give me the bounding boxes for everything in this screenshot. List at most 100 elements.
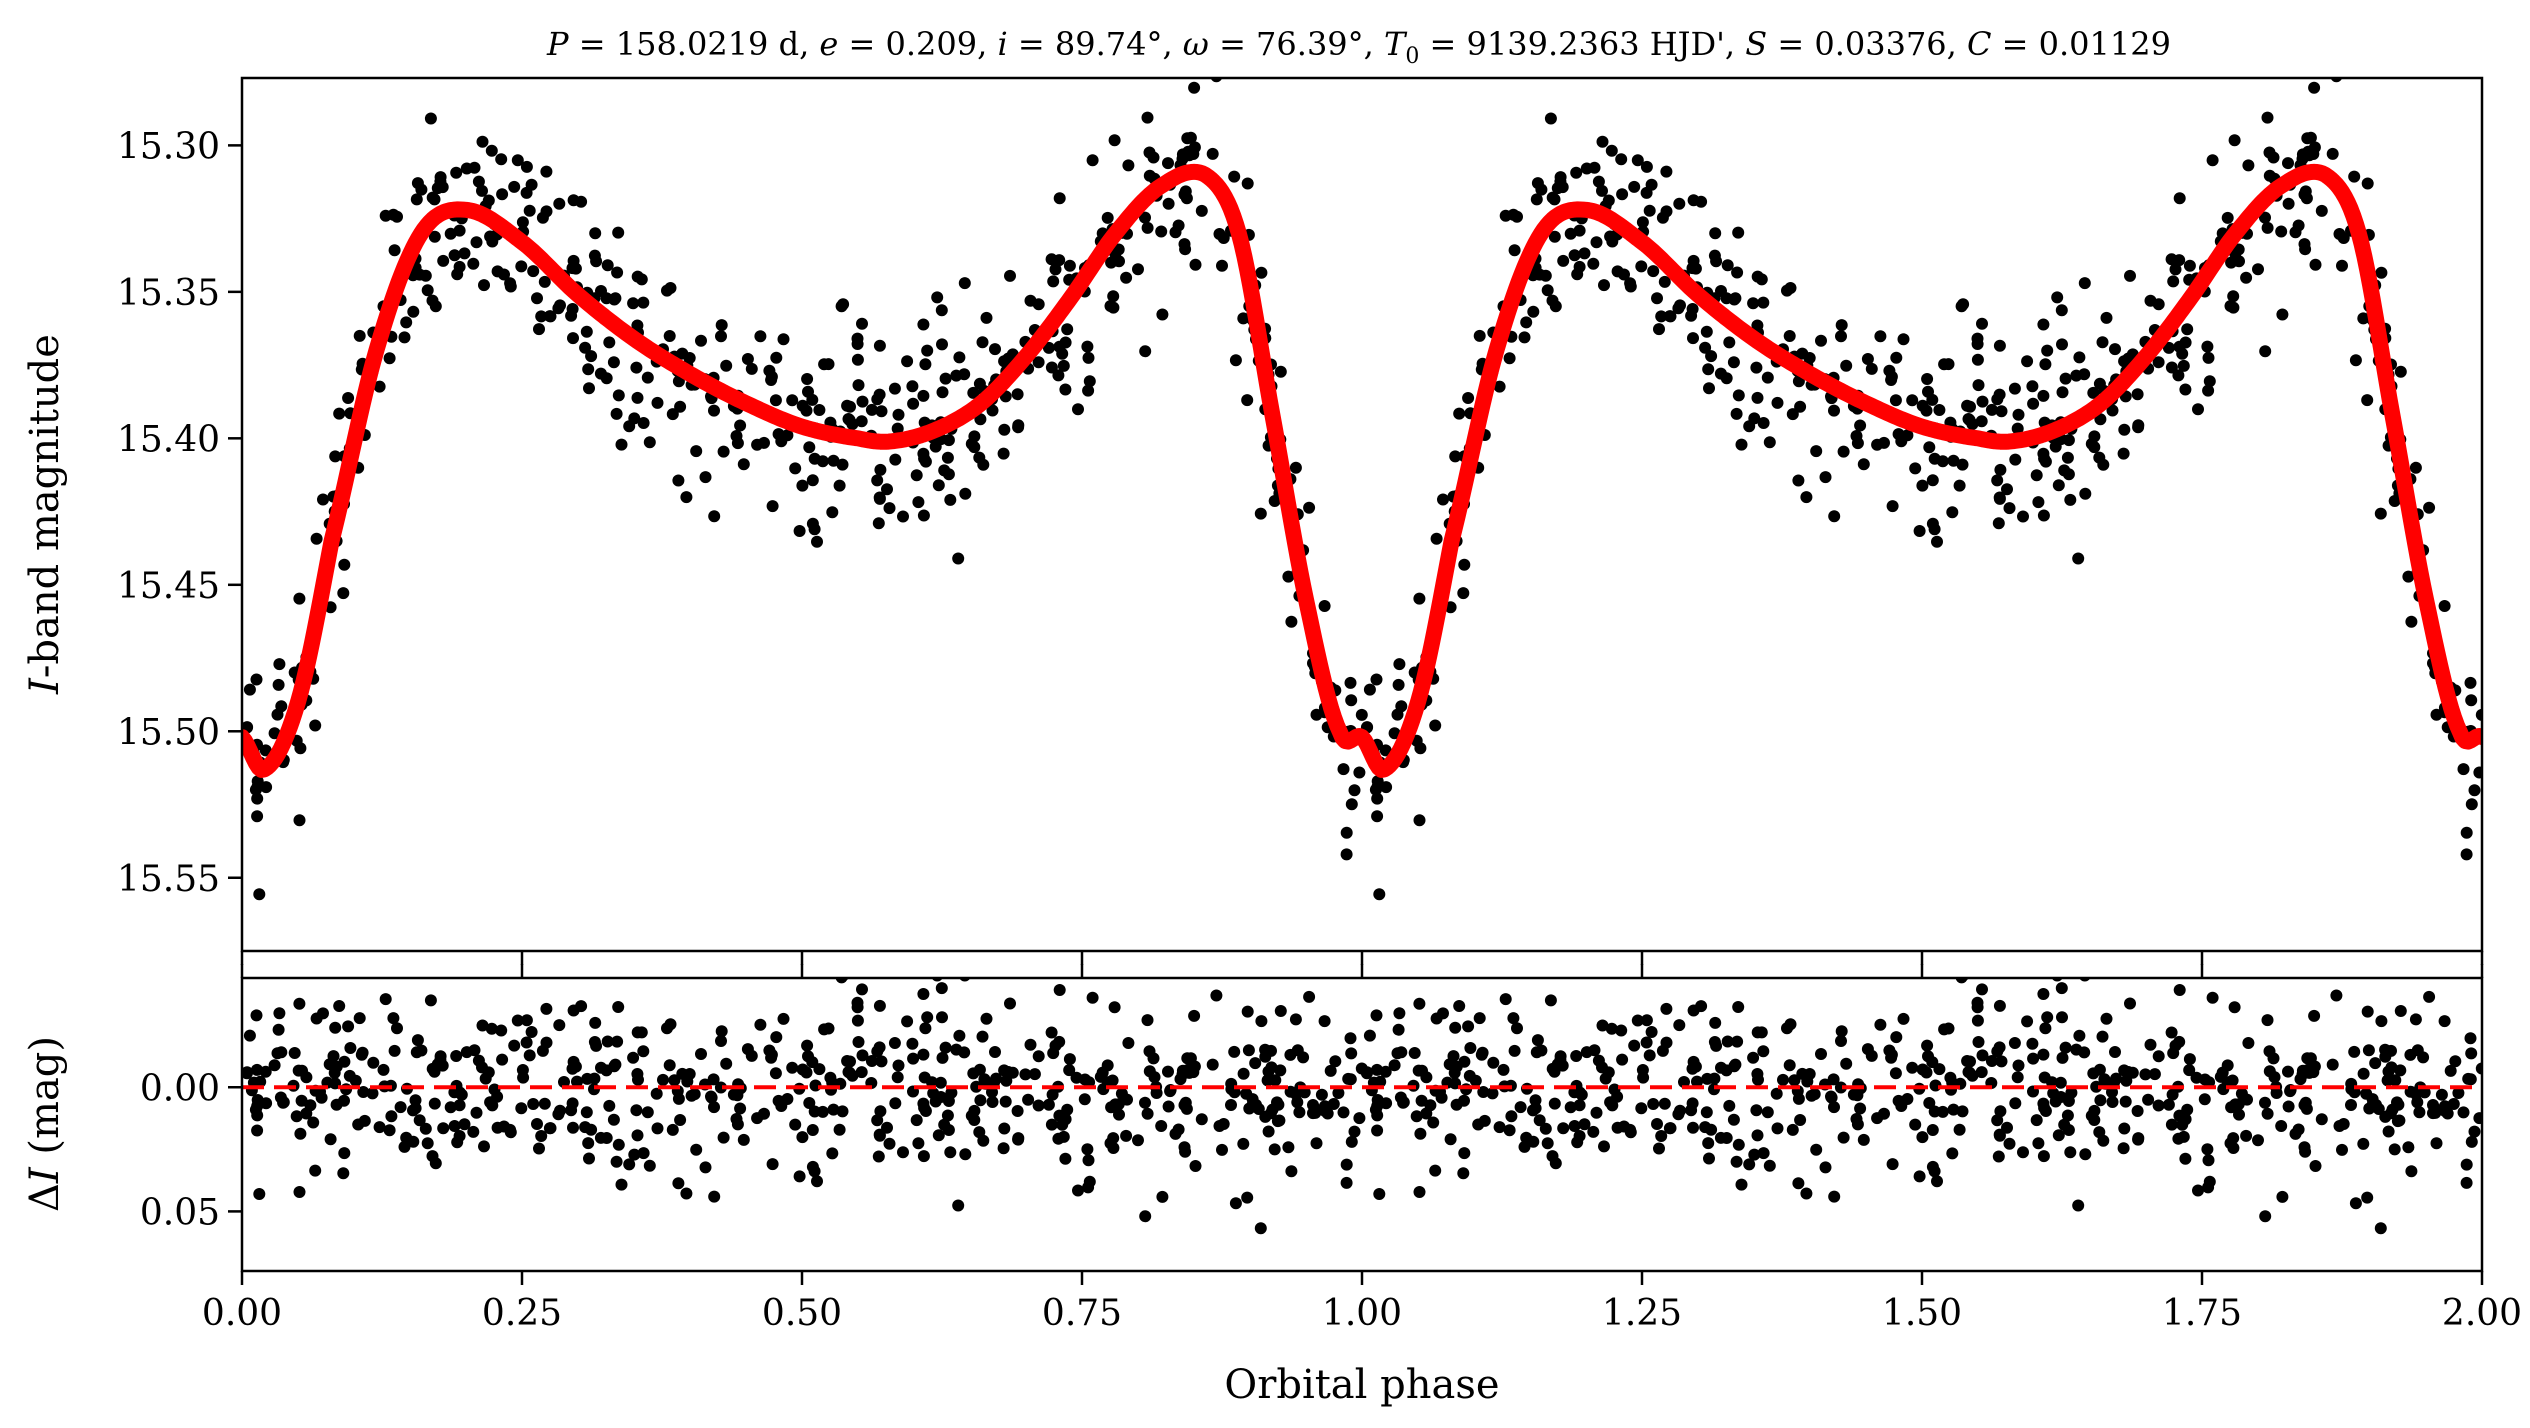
- observation-point: [1889, 394, 1902, 407]
- bottom-y-axis-label: ΔI (mag): [22, 1036, 68, 1212]
- residual-point: [1544, 994, 1557, 1007]
- residual-point: [2452, 1087, 2465, 1099]
- residual-point: [663, 1059, 676, 1072]
- residual-point: [581, 1072, 594, 1085]
- residual-point: [1653, 1142, 1665, 1155]
- residual-point: [2008, 1037, 2021, 1049]
- observation-point: [1082, 351, 1095, 364]
- observation-point: [1162, 197, 1175, 210]
- residual-point: [1259, 1050, 1272, 1063]
- observation-point: [2037, 389, 2050, 402]
- residual-point: [2268, 1071, 2281, 1084]
- observation-point: [2144, 294, 2157, 307]
- residual-point: [786, 1061, 799, 1074]
- residual-point: [1022, 1093, 1035, 1106]
- observation-point: [1285, 615, 1298, 628]
- residual-point: [2227, 1142, 2240, 1154]
- observation-point: [1107, 290, 1120, 303]
- residual-point: [612, 1001, 625, 1013]
- residual-point: [1850, 1113, 1863, 1125]
- observation-point: [1049, 263, 1062, 276]
- residual-point: [2177, 1130, 2190, 1143]
- observation-point: [2009, 453, 2022, 466]
- residual-point: [901, 1015, 914, 1028]
- residual-point: [1282, 1141, 1295, 1154]
- residual-point: [1827, 1073, 1840, 1086]
- observation-point: [1228, 170, 1241, 183]
- observation-point: [2165, 361, 2178, 374]
- residual-point: [540, 1002, 553, 1015]
- observation-point: [1700, 325, 1713, 338]
- residual-point: [666, 1123, 679, 1136]
- observation-point: [1781, 284, 1793, 297]
- residual-point: [1249, 1057, 1262, 1070]
- observation-point: [1926, 393, 1939, 406]
- residual-point: [765, 1048, 778, 1061]
- residual-point: [288, 1047, 301, 1059]
- residual-point: [1188, 1009, 1201, 1022]
- observation-point: [388, 244, 401, 257]
- residual-point: [1444, 1133, 1457, 1146]
- residual-point: [1371, 1094, 1384, 1106]
- observation-point: [751, 438, 764, 451]
- residual-point: [1599, 1072, 1612, 1085]
- residual-point: [495, 1024, 508, 1037]
- residual-point: [637, 1045, 650, 1058]
- residual-point: [674, 1114, 687, 1126]
- observation-point: [1890, 351, 1903, 364]
- observation-point: [1865, 362, 1878, 375]
- residual-point: [274, 1091, 287, 1104]
- residual-point: [600, 1132, 613, 1144]
- residual-point: [2165, 1118, 2178, 1131]
- bottom-x-tick-label: 0.25: [482, 1293, 562, 1334]
- residual-point: [2444, 1064, 2457, 1077]
- observation-point: [1393, 658, 1406, 671]
- residual-point: [1835, 1035, 1847, 1047]
- observation-point: [2021, 355, 2034, 368]
- observation-point: [250, 673, 263, 686]
- observation-point: [1794, 400, 1807, 413]
- residual-point: [1210, 989, 1223, 1002]
- observation-point: [1596, 184, 1608, 197]
- residual-point: [1150, 1087, 1163, 1099]
- observation-point: [1640, 160, 1653, 173]
- observation-point: [1596, 135, 1609, 148]
- residual-point: [637, 1147, 650, 1160]
- residual-point: [1265, 1061, 1278, 1074]
- residual-point: [485, 1022, 498, 1035]
- residual-point: [1578, 1118, 1591, 1131]
- residual-point: [580, 1106, 593, 1119]
- observation-point: [1379, 744, 1392, 757]
- observation-point: [2106, 404, 2119, 417]
- observation-point: [897, 510, 909, 523]
- residual-point: [688, 1088, 701, 1101]
- residual-point: [1660, 1036, 1673, 1049]
- residual-point: [2464, 1032, 2477, 1045]
- observation-point: [1590, 236, 1603, 249]
- observation-point: [2041, 344, 2054, 357]
- observation-point: [2361, 394, 2374, 407]
- residual-point: [1975, 1066, 1988, 1079]
- observation-point: [1687, 332, 1699, 345]
- observation-point: [2173, 192, 2186, 205]
- observation-point: [2001, 483, 2013, 496]
- observation-point: [2261, 111, 2274, 124]
- residual-point: [1748, 1148, 1761, 1161]
- observation-point: [708, 404, 720, 417]
- residual-point: [1269, 1074, 1282, 1087]
- observation-point: [450, 166, 463, 179]
- observation-point: [2179, 383, 2192, 396]
- residual-point: [2345, 1099, 2357, 1111]
- observation-point: [540, 165, 553, 178]
- observation-point: [2202, 351, 2215, 364]
- residual-point: [683, 1068, 696, 1080]
- observation-point: [1976, 317, 1988, 330]
- residual-point: [590, 1039, 603, 1052]
- residual-point: [651, 1122, 664, 1135]
- observation-point: [2227, 290, 2240, 303]
- residual-point: [1709, 1016, 1722, 1029]
- observation-point: [1771, 396, 1784, 409]
- observation-point: [2388, 495, 2401, 507]
- model-curve: [242, 163, 2482, 778]
- residual-point: [921, 1011, 934, 1024]
